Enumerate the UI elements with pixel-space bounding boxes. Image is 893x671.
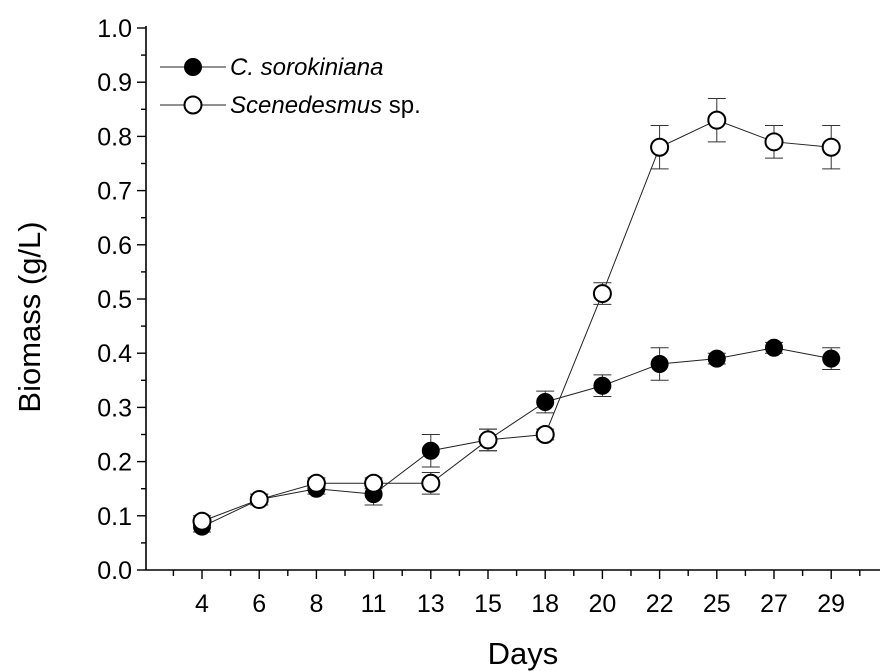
- data-point: [650, 355, 669, 374]
- y-tick-label: 0.1: [97, 503, 132, 531]
- y-tick-label: 0.9: [97, 69, 132, 97]
- y-tick-label: 0.3: [97, 394, 132, 422]
- x-tick-label: 4: [195, 590, 209, 618]
- x-tick-label: 6: [252, 590, 266, 618]
- data-point: [707, 110, 727, 130]
- legend-marker: [183, 95, 203, 115]
- legend-label-italic: Scenedesmus: [230, 92, 382, 119]
- legend-label-italic: C. sorokiniana: [230, 54, 383, 81]
- y-tick-label: 1.0: [97, 15, 132, 43]
- y-tick-label: 0.4: [97, 340, 132, 368]
- legend-entry-1: C. sorokiniana: [160, 54, 383, 81]
- y-tick-label: 0.8: [97, 123, 132, 151]
- y-tick-label: 0.2: [97, 449, 132, 477]
- x-axis-title: Days: [488, 636, 559, 671]
- x-tick-label: 15: [474, 590, 502, 618]
- data-point: [364, 473, 384, 493]
- y-tick-label: 0.6: [97, 232, 132, 260]
- y-axis-title: Biomass (g/L): [12, 221, 47, 412]
- data-point: [535, 425, 555, 444]
- data-point: [822, 349, 841, 368]
- data-point: [306, 473, 326, 493]
- x-tick-label: 8: [309, 590, 323, 618]
- y-tick-label: 0.7: [97, 178, 132, 206]
- series-2: [192, 97, 841, 531]
- data-point: [650, 137, 670, 157]
- x-tick-label: 11: [361, 590, 387, 618]
- x-tick-label: 27: [760, 590, 788, 618]
- data-point: [421, 473, 441, 493]
- data-point: [764, 132, 784, 152]
- x-tick-label: 13: [417, 590, 445, 618]
- x-tick-label: 29: [817, 590, 845, 618]
- series-line: [201, 119, 832, 522]
- axes: 0.0 0.1 0.2 0.3 0.4 0.5 0.6 0.7 0.8 0.9 1.0 4 6 8 11 13…: [97, 15, 880, 618]
- y-tick-label: 0.0: [97, 557, 132, 585]
- data-point: [192, 511, 212, 531]
- series-line: [201, 347, 832, 528]
- data-point: [821, 137, 841, 157]
- data-point: [536, 392, 555, 411]
- x-tick-label: 20: [588, 590, 616, 618]
- data-point: [592, 284, 612, 304]
- series-layer: [192, 97, 841, 536]
- x-tick-label: 18: [531, 590, 559, 618]
- data-point: [249, 490, 269, 510]
- legend-label: Scenedesmus sp.: [230, 92, 421, 119]
- data-point: [707, 349, 726, 368]
- legend: C. sorokiniana Scenedesmus sp.: [160, 54, 421, 119]
- data-point: [421, 441, 440, 460]
- legend-label: C. sorokiniana: [230, 54, 383, 81]
- x-tick-label: 22: [646, 590, 674, 618]
- data-point: [593, 376, 612, 395]
- legend-label-suffix: sp.: [382, 92, 421, 119]
- y-tick-label: 0.5: [97, 286, 132, 314]
- legend-entry-2: Scenedesmus sp.: [160, 92, 421, 119]
- legend-marker: [184, 58, 202, 76]
- data-point: [478, 430, 498, 450]
- data-point: [765, 338, 783, 357]
- x-tick-label: 25: [703, 590, 731, 618]
